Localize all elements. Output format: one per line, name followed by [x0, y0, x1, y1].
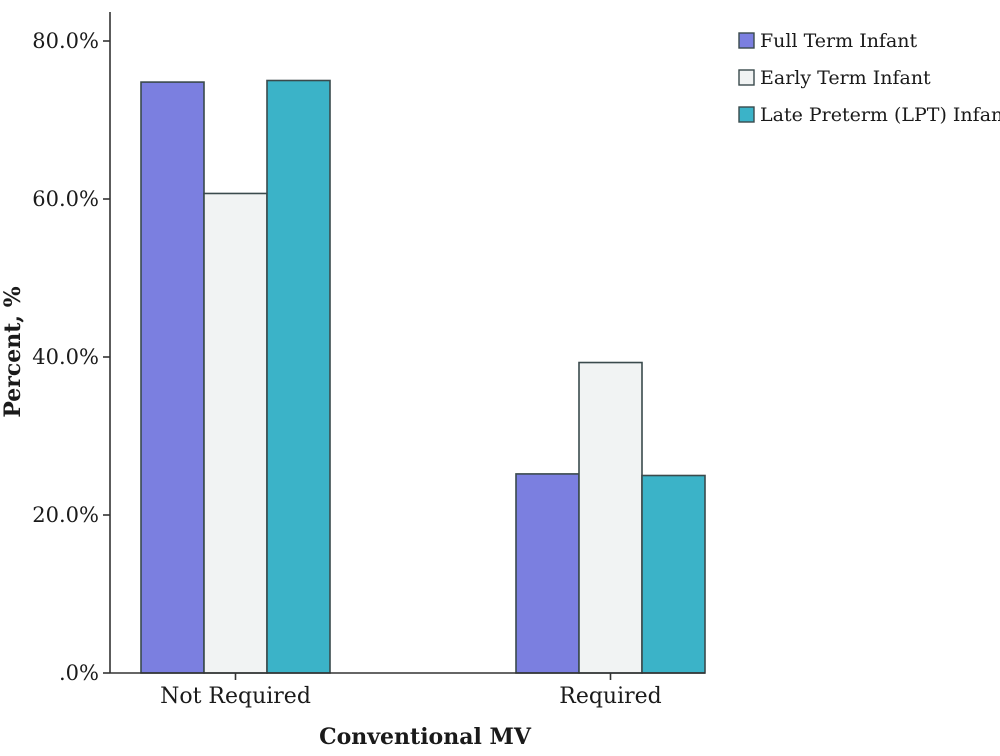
- y-tick-label: .0%: [59, 661, 99, 685]
- y-tick-label: 20.0%: [32, 503, 99, 527]
- bar-3-not-required: [266, 79, 331, 674]
- y-tick-label: 80.0%: [32, 29, 99, 53]
- axes-layer: [109, 12, 705, 674]
- legend-label: Full Term Infant: [760, 30, 918, 52]
- legend-swatch: [738, 32, 755, 49]
- y-ticks-layer: .0% 20.0% 40.0% 60.0% 80.0%: [32, 29, 110, 685]
- bar-1-not-required: [140, 81, 205, 674]
- legend-swatch: [738, 106, 755, 123]
- x-category-layer: Not Required Required: [160, 673, 662, 709]
- x-category-label: Not Required: [160, 684, 311, 709]
- legend-label: Early Term Infant: [760, 67, 931, 89]
- y-tick-label: 60.0%: [32, 187, 99, 211]
- bar-2-required: [578, 361, 643, 674]
- x-axis-title: Conventional MV: [319, 724, 532, 750]
- y-tick-label: 40.0%: [32, 345, 99, 369]
- bar-1-required: [515, 473, 580, 674]
- legend-label: Late Preterm (LPT) Infant: [760, 104, 1000, 126]
- bars-layer: [140, 79, 706, 674]
- y-axis-title: Percent, %: [0, 286, 26, 417]
- legend-swatch: [738, 69, 755, 86]
- bar-3-required: [641, 474, 706, 674]
- legend: Full Term Infant Early Term Infant Late Pr…: [738, 30, 1000, 126]
- bar-2-not-required: [203, 192, 268, 674]
- x-category-label: Required: [559, 684, 662, 709]
